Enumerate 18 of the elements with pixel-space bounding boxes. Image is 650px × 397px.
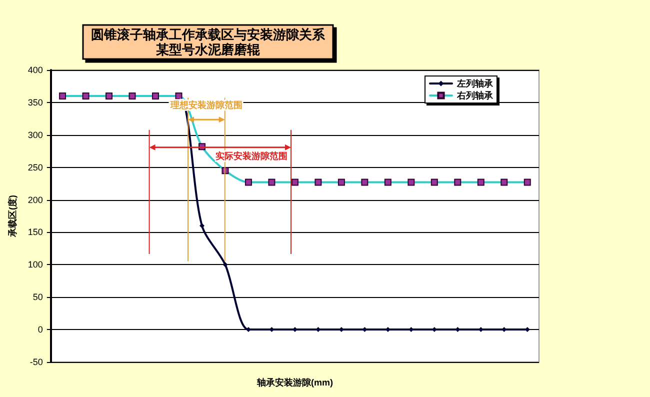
- y-tick-label: 0: [38, 324, 43, 335]
- legend-label: 右列轴承: [456, 90, 494, 100]
- y-tick-label: 100: [28, 260, 43, 270]
- y-tick-label: -50: [30, 357, 43, 367]
- y-tick-label: 50: [32, 292, 43, 302]
- point: [222, 262, 228, 268]
- y-tick-label: 250: [28, 162, 43, 172]
- y-tick-label: 300: [28, 130, 43, 140]
- chart-title: 圆锥滚子轴承工作承载区与安装游隙关系: [91, 27, 326, 42]
- x-axis-title: 轴承安装游隙(mm): [256, 378, 333, 388]
- chart-subtitle: 某型号水泥磨磨辊: [155, 42, 260, 57]
- point: [199, 223, 204, 228]
- y-axis-title: 承载区(度): [8, 195, 18, 238]
- y-tick-label: 350: [28, 97, 43, 108]
- y-tick-label: 400: [28, 65, 43, 75]
- y-tick-label: 150: [28, 227, 43, 238]
- legend-label: 左列轴承: [456, 78, 494, 88]
- y-tick-label: 200: [28, 194, 43, 205]
